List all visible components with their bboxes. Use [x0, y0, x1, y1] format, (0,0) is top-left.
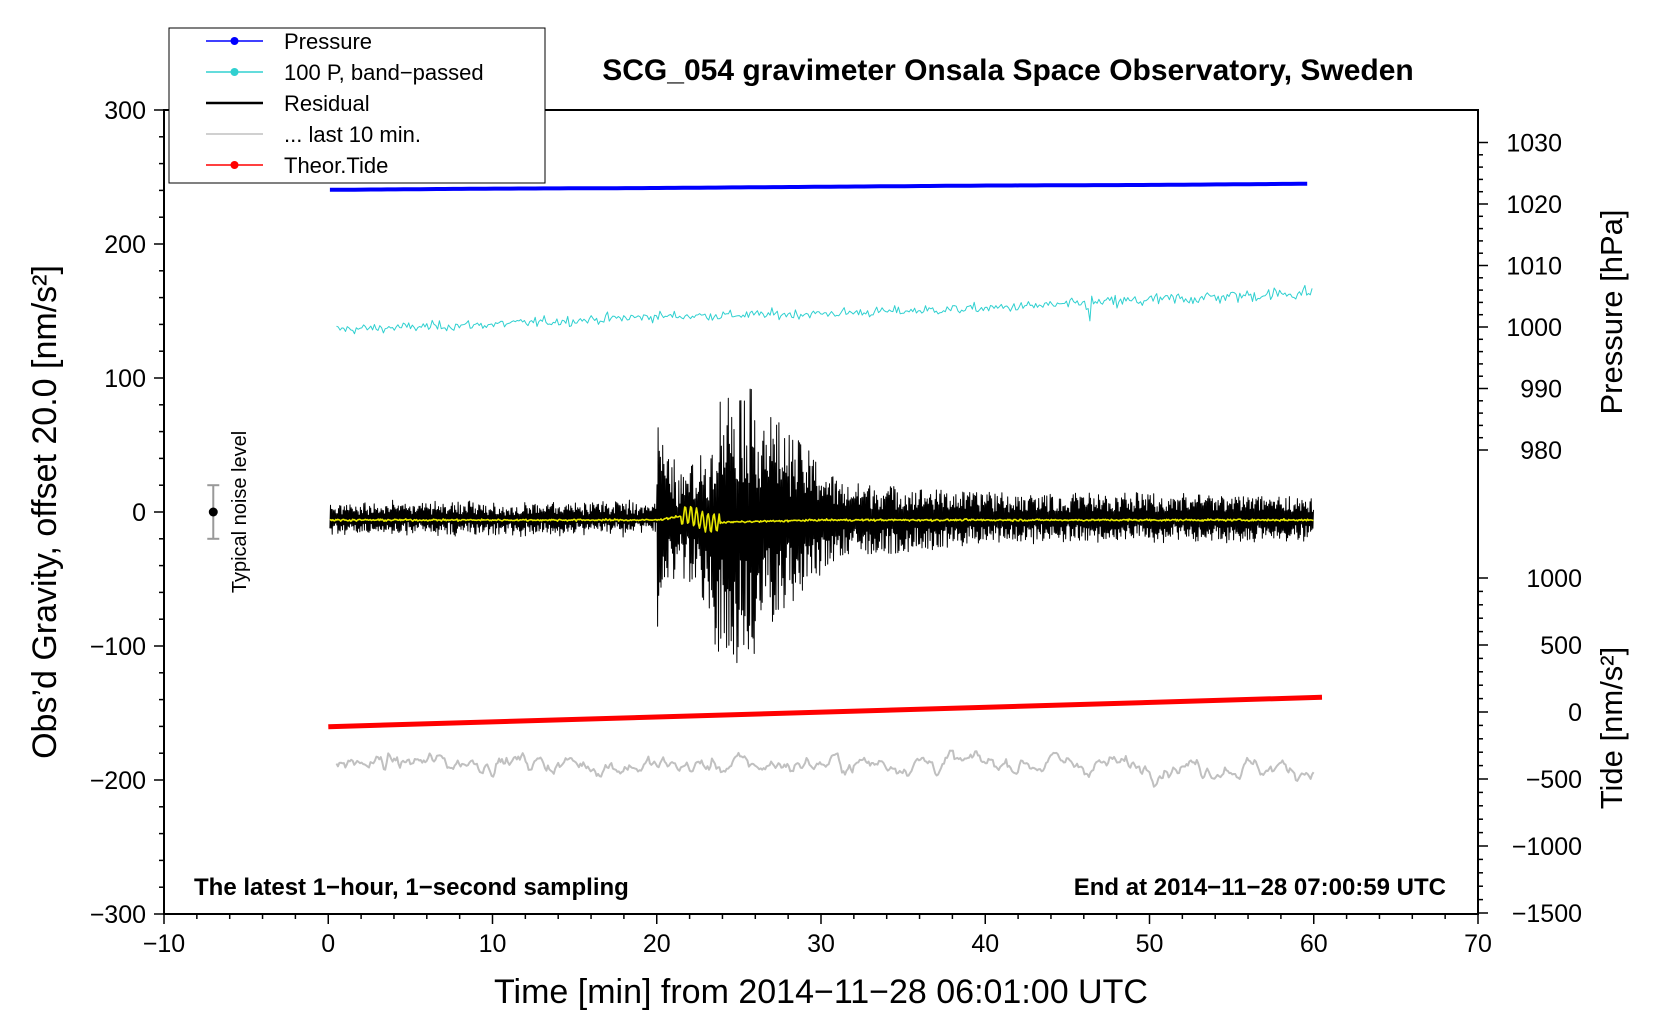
- y-pressure-tick-label: 990: [1520, 376, 1562, 404]
- y-axis-label-tide: Tide [nm/s²]: [1594, 647, 1629, 810]
- plot-traces: [328, 181, 1323, 788]
- last-10-min-line: [335, 749, 1315, 788]
- x-tick-label: 0: [321, 930, 335, 958]
- x-tick-label: 60: [1300, 930, 1328, 958]
- legend-label: ... last 10 min.: [284, 122, 421, 147]
- y-tide-tick-label: −1000: [1512, 833, 1582, 861]
- noise-level-label: Typical noise level: [229, 431, 251, 593]
- y-tide-tick-label: 1000: [1526, 565, 1582, 593]
- y-left-tick-label: −300: [90, 901, 146, 929]
- y-left-tick-label: 0: [132, 499, 146, 527]
- y-pressure-tick-label: 1000: [1506, 314, 1562, 342]
- band-passed-pressure-line: [336, 284, 1313, 335]
- legend-marker: [230, 37, 239, 45]
- theoretical-tide-line: [328, 694, 1323, 730]
- legend-label: Theor.Tide: [284, 153, 388, 178]
- x-axis-label: Time [min] from 2014−11−28 06:01:00 UTC: [494, 973, 1148, 1011]
- y-axis-label-pressure: Pressure [hPa]: [1594, 209, 1629, 414]
- y-pressure-tick-label: 1010: [1506, 253, 1562, 281]
- y-left-tick-label: 300: [104, 97, 146, 125]
- y-left-tick-label: −200: [90, 767, 146, 795]
- y-pressure-tick-label: 980: [1520, 437, 1562, 465]
- x-tick-label: 10: [479, 930, 507, 958]
- legend-marker: [230, 68, 239, 76]
- chart-title: SCG_054 gravimeter Onsala Space Observat…: [602, 54, 1414, 87]
- pressure-line: [329, 181, 1308, 192]
- x-tick-label: −10: [143, 930, 185, 958]
- legend-label: Pressure: [284, 29, 372, 54]
- y-axis-label-left: Obs’d Gravity, offset 20.0 [nm/s²]: [26, 265, 64, 759]
- y-tide-tick-label: 500: [1540, 632, 1582, 660]
- legend-label: Residual: [284, 91, 370, 116]
- x-tick-label: 50: [1136, 930, 1164, 958]
- y-axis-tide: −1500 −1000 −500 0 500 1000: [1478, 565, 1582, 928]
- y-tide-tick-label: −500: [1526, 766, 1582, 794]
- noise-level-indicator: [207, 484, 220, 540]
- y-tide-tick-label: 0: [1568, 699, 1582, 727]
- annotation-right: End at 2014−11−28 07:00:59 UTC: [1074, 874, 1446, 901]
- y-tide-tick-label: −1500: [1512, 900, 1582, 928]
- y-left-tick-label: 100: [104, 365, 146, 393]
- legend-marker: [230, 161, 239, 169]
- x-tick-label: 70: [1464, 930, 1492, 958]
- legend-label: 100 P, band−passed: [284, 60, 484, 85]
- y-axis-pressure: 980 990 1000 1010 1020 1030: [1478, 130, 1562, 465]
- annotation-left: The latest 1−hour, 1−second sampling: [194, 874, 629, 901]
- y-pressure-tick-label: 1020: [1506, 191, 1562, 219]
- y-left-tick-label: −100: [90, 633, 146, 661]
- x-tick-label: 30: [807, 930, 835, 958]
- residual-line: [329, 388, 1314, 664]
- x-tick-label: 40: [971, 930, 999, 958]
- legend: Pressure 100 P, band−passed Residual ... la…: [168, 27, 546, 184]
- y-left-tick-label: 200: [104, 231, 146, 259]
- x-axis: −10 0 10 20 30 40 50 60 70: [143, 914, 1492, 958]
- y-axis-left: −300 −200 −100 0 100 200 300: [90, 97, 164, 929]
- residual-filtered-line: [329, 505, 1314, 533]
- legend-box: [168, 27, 546, 184]
- x-tick-label: 20: [643, 930, 671, 958]
- noise-center-dot: [208, 507, 218, 517]
- y-pressure-tick-label: 1030: [1506, 130, 1562, 158]
